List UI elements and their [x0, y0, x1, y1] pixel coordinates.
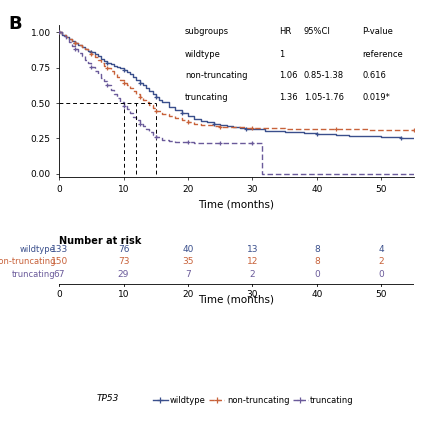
Text: TP53: TP53: [97, 394, 119, 403]
Text: HR: HR: [279, 27, 291, 36]
Text: non-truncating: non-truncating: [185, 71, 247, 81]
Text: wildtype: wildtype: [20, 244, 56, 254]
Text: B: B: [8, 15, 22, 33]
Text: 4: 4: [379, 244, 384, 254]
Text: Time (months): Time (months): [198, 295, 274, 305]
Text: 76: 76: [118, 244, 129, 254]
Text: truncating: truncating: [185, 93, 229, 103]
Text: 35: 35: [182, 257, 194, 266]
Text: subgroups: subgroups: [185, 27, 229, 36]
Text: 95%CI: 95%CI: [304, 27, 330, 36]
Text: P-value: P-value: [362, 27, 393, 36]
Text: 8: 8: [314, 244, 320, 254]
Text: 0.616: 0.616: [362, 71, 386, 81]
Text: 13: 13: [247, 244, 258, 254]
Text: 1.06: 1.06: [279, 71, 298, 81]
Text: 30: 30: [247, 289, 258, 299]
Text: 2: 2: [379, 257, 384, 266]
Text: 0: 0: [379, 271, 384, 279]
Text: wildtype: wildtype: [185, 49, 221, 59]
Text: 133: 133: [51, 244, 68, 254]
Text: Number at risk: Number at risk: [59, 236, 141, 246]
Text: 150: 150: [51, 257, 68, 266]
Text: 40: 40: [182, 244, 194, 254]
Text: 1.36: 1.36: [279, 93, 298, 103]
Text: 10: 10: [118, 289, 129, 299]
Text: 1.05-1.76: 1.05-1.76: [304, 93, 344, 103]
Text: truncating: truncating: [12, 271, 56, 279]
Text: 7: 7: [185, 271, 191, 279]
Text: 73: 73: [118, 257, 129, 266]
Text: 0: 0: [56, 289, 62, 299]
Text: 1: 1: [279, 49, 284, 59]
Text: 0: 0: [314, 271, 320, 279]
Text: 50: 50: [376, 289, 387, 299]
Text: 0.85-1.38: 0.85-1.38: [304, 71, 344, 81]
Text: non-truncating: non-truncating: [0, 257, 56, 266]
Text: 0.019*: 0.019*: [362, 93, 390, 103]
Text: 2: 2: [250, 271, 255, 279]
Legend: wildtype, non-truncating, truncating: wildtype, non-truncating, truncating: [149, 393, 357, 408]
Text: reference: reference: [362, 49, 403, 59]
Text: 20: 20: [182, 289, 194, 299]
X-axis label: Time (months): Time (months): [198, 200, 274, 209]
Text: 12: 12: [247, 257, 258, 266]
Text: 67: 67: [53, 271, 65, 279]
Text: 8: 8: [314, 257, 320, 266]
Text: 40: 40: [311, 289, 322, 299]
Text: 29: 29: [118, 271, 129, 279]
